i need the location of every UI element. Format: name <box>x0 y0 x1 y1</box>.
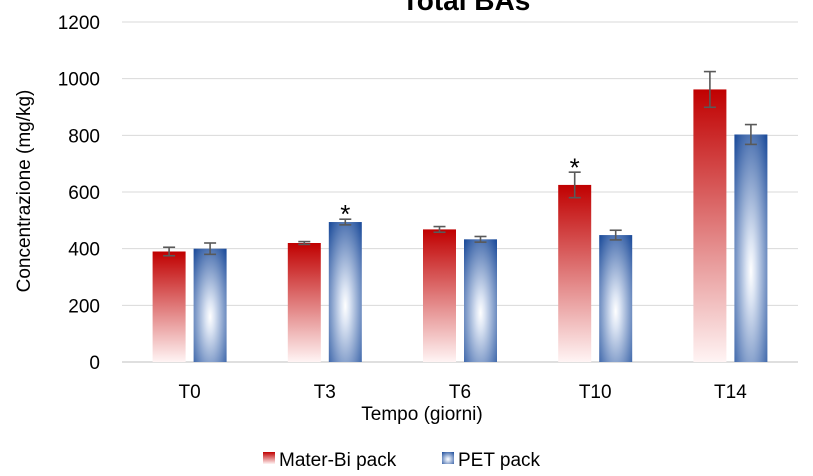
bar <box>423 229 456 362</box>
bar <box>693 89 727 362</box>
y-tick-label: 400 <box>68 240 100 261</box>
significance-marker: * <box>340 199 350 229</box>
gridlines <box>122 21 798 306</box>
bar <box>464 239 497 362</box>
legend-swatch <box>442 452 454 464</box>
labels: Total BAs Tempo (giorni) Concentrazione … <box>14 0 747 425</box>
y-tick-label: 1200 <box>58 13 100 34</box>
bar <box>328 222 362 362</box>
legend-label: Mater-Bi pack <box>279 450 397 471</box>
x-axis-title: Tempo (giorni) <box>361 404 482 425</box>
x-tick-label: T14 <box>714 382 747 403</box>
legend-label: PET pack <box>458 450 541 471</box>
bar <box>152 251 186 362</box>
significance-marker: * <box>570 152 580 182</box>
y-tick-label: 1000 <box>58 70 100 91</box>
y-tick-label: 800 <box>68 126 100 147</box>
y-tick-label: 200 <box>68 296 100 317</box>
bar <box>193 248 227 362</box>
bar <box>287 243 321 362</box>
bar <box>599 235 633 362</box>
bar <box>734 134 768 362</box>
bars <box>152 70 768 362</box>
legend-swatch <box>263 452 275 464</box>
legend: Mater-Bi pack PET pack <box>263 450 541 471</box>
bar <box>558 184 592 362</box>
y-axis-title: Concentrazione (mg/kg) <box>14 90 35 293</box>
x-tick-label: T3 <box>314 382 336 403</box>
chart-title: Total BAs <box>402 0 531 16</box>
x-tick-label: T0 <box>179 382 201 403</box>
y-tick-label: 600 <box>68 183 100 204</box>
y-tick-label: 0 <box>89 353 100 374</box>
x-tick-label: T6 <box>449 382 471 403</box>
x-tick-label: T10 <box>579 382 612 403</box>
